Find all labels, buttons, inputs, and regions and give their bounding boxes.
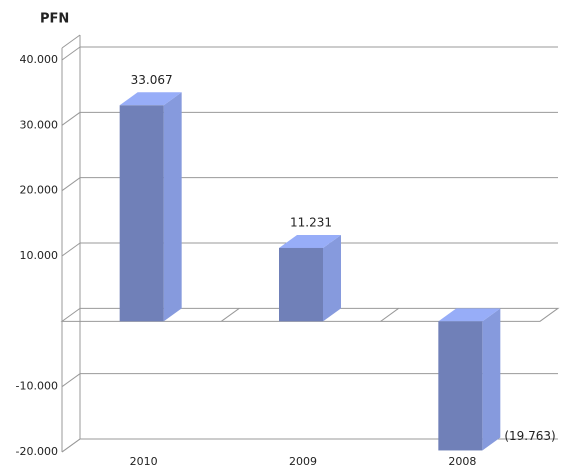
- bar-top: [119, 92, 182, 106]
- y-axis-top: [61, 34, 81, 49]
- bar-side: [482, 308, 501, 451]
- chart-title: PFN: [40, 12, 69, 27]
- floor-divider: [221, 307, 240, 322]
- tick-mark: [61, 111, 81, 126]
- data-label: (19.763): [504, 429, 555, 443]
- tick-mark: [61, 438, 81, 453]
- floor-divider: [380, 307, 399, 322]
- bar: [279, 247, 323, 322]
- data-label: 11.231: [290, 215, 332, 229]
- y-tick-label: -10.000: [16, 380, 58, 393]
- y-tick-label: 20.000: [20, 184, 59, 197]
- bar-side: [163, 92, 182, 322]
- y-tick-label: 10.000: [20, 249, 59, 262]
- bar: [438, 321, 483, 451]
- tick-mark: [61, 46, 81, 61]
- tick-mark: [61, 373, 81, 388]
- x-tick-label: 2008: [448, 455, 476, 468]
- bar-top: [438, 308, 501, 322]
- x-tick-label: 2010: [130, 455, 158, 468]
- y-tick-label: 40.000: [20, 53, 59, 66]
- tick-mark: [61, 242, 81, 257]
- x-tick-label: 2009: [289, 455, 317, 468]
- data-label: 33.067: [131, 73, 173, 87]
- tick-mark: [61, 177, 81, 192]
- y-tick-label: 30.000: [20, 118, 59, 131]
- y-tick-label: -20.000: [16, 445, 58, 458]
- bar-top: [279, 234, 341, 248]
- bar-side: [323, 234, 341, 322]
- bar: [119, 105, 164, 322]
